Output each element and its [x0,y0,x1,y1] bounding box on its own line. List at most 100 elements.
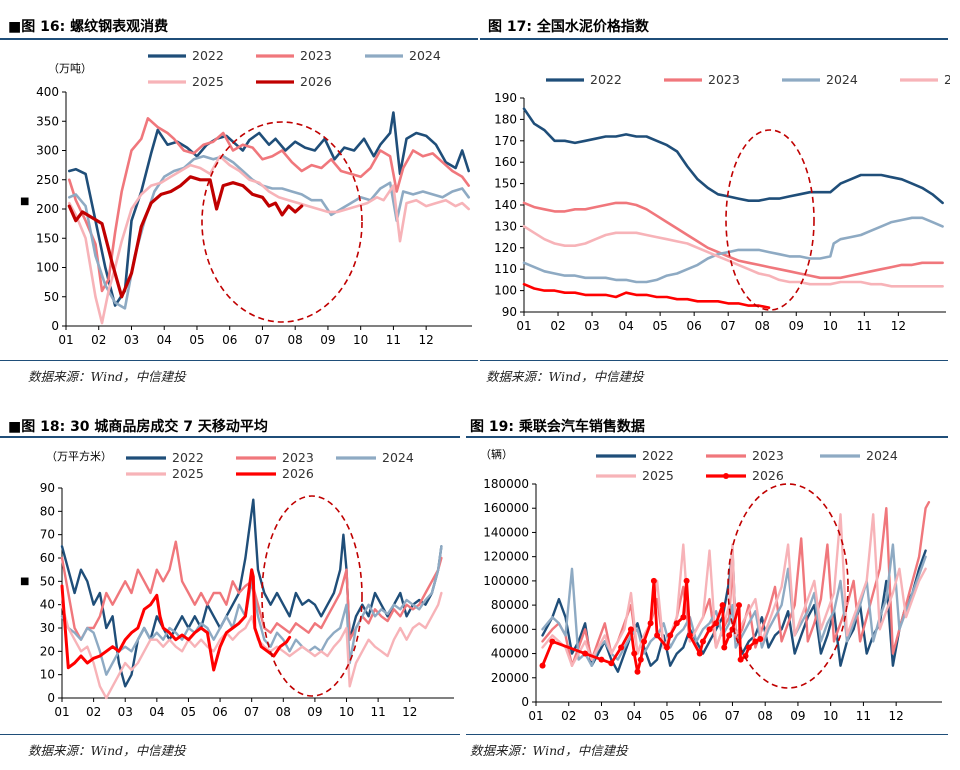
bullet-icon: ■ [8,19,22,35]
chart-title: ■图 16: 螺纹钢表观消费 [8,19,169,35]
y-tick-label: 60000 [491,622,529,636]
source-rule [466,734,948,735]
x-tick-label: 05 [181,705,196,719]
y-tick-label: 20000 [491,671,529,685]
data-point-2026 [726,632,733,639]
title-rule [466,436,948,438]
y-tick-label: 180000 [483,477,529,491]
series-line-2026 [67,175,304,299]
y-tick-label: 100000 [483,574,529,588]
legend-label-2023: 2023 [708,72,740,87]
x-tick-label: 02 [86,705,101,719]
source-note: 数据来源：Wind，中信建投 [486,369,644,384]
data-point-2026 [686,632,693,639]
y-tick-label: 130 [494,219,517,233]
unit-label: （万平方米） [46,449,112,463]
series-line-2023 [522,201,944,280]
x-tick-label: 10 [823,709,838,723]
x-tick-label: 03 [584,319,599,333]
x-tick-label: 11 [386,333,401,347]
y-tick-label: 140000 [483,525,529,539]
data-point-2026 [539,662,546,669]
x-tick-label: 02 [561,709,576,723]
x-tick-label: 03 [118,705,133,719]
x-tick-label: 01 [528,709,543,723]
unit-label: （万吨） [48,62,92,75]
data-point-2026 [647,620,654,627]
data-point-2026 [598,656,605,663]
y-tick-label: 90 [40,481,55,495]
chart-title: ■图 18: 30 城商品房成交 7 天移动平均 [8,419,268,435]
y-tick-label: 100 [494,284,517,298]
y-tick-label: 70 [40,528,55,542]
chart: 0 10 20 30 40 50 60 70 80 90 01 02 03 04 05 06 07 08 09 10 1… [40,449,454,719]
data-point-2026 [637,656,644,663]
data-point-2026 [745,644,752,651]
bullet-icon: ■ [20,196,30,207]
source-rule [0,734,460,735]
series-line-2022 [68,111,471,307]
data-point-2026 [549,638,556,645]
chart-title: 图 19: 乘联会汽车销售数据 [470,419,645,435]
y-tick-label: 0 [47,691,55,705]
y-tick-label: 90 [502,305,517,319]
x-tick-label: 08 [755,319,770,333]
y-tick-label: 50 [44,290,59,304]
y-tick-label: 250 [36,173,59,187]
x-tick-label: 07 [244,705,259,719]
data-point-2026 [757,636,764,643]
source-note: 数据来源：Wind，中信建投 [470,743,628,758]
series-line-2022 [522,107,944,205]
title-rule [0,436,460,438]
y-tick-label: 100 [36,261,59,275]
legend-label-2022: 2022 [192,48,224,63]
x-tick-label: 09 [307,705,322,719]
x-tick-label: 05 [659,709,674,723]
x-tick-label: 01 [54,705,69,719]
series-line-2026 [522,282,771,310]
x-tick-label: 03 [124,333,139,347]
data-point-2026 [683,577,690,584]
data-point-2026 [737,656,744,663]
y-tick-label: 30 [40,621,55,635]
x-tick-label: 04 [627,709,642,723]
series-line-2025 [541,513,927,667]
series-line-2026 [541,579,762,674]
y-tick-label: 40000 [491,647,529,661]
x-tick-label: 01 [58,333,73,347]
x-tick-label: 08 [288,333,303,347]
x-tick-label: 07 [725,709,740,723]
x-tick-label: 06 [212,705,227,719]
unit-label: （辆） [480,447,513,461]
title-rule [480,38,948,40]
data-point-2026 [699,638,706,645]
legend-label-2023: 2023 [282,450,314,465]
x-tick-label: 12 [419,333,434,347]
series-line-2023 [68,117,471,293]
series-line-2023 [60,540,443,641]
x-tick-label: 12 [889,709,904,723]
data-point-2026 [721,644,728,651]
x-tick-label: 05 [652,319,667,333]
legend-label-2025: 2025 [172,466,204,481]
x-tick-label: 12 [402,705,417,719]
x-tick-label: 10 [353,333,368,347]
y-tick-label: 200 [36,202,59,216]
x-tick-label: 11 [856,709,871,723]
y-tick-label: 170 [494,134,517,148]
y-tick-label: 180 [494,112,517,126]
chart: 0 20000 40000 60000 80000 100000 120000 140000 1… [480,447,942,723]
data-point-2026 [696,650,703,657]
legend-label-2023: 2023 [300,48,332,63]
data-point-2026 [673,620,680,627]
data-point-2026 [582,650,589,657]
x-tick-label: 09 [790,709,805,723]
data-point-2026 [654,632,661,639]
x-tick-label: 04 [157,333,172,347]
x-tick-label: 06 [687,319,702,333]
y-tick-label: 80 [40,504,55,518]
chart-title: 图 17: 全国水泥价格指数 [488,19,649,35]
legend-label-2024: 2024 [826,72,858,87]
x-tick-label: 06 [222,333,237,347]
data-point-2026 [667,632,674,639]
